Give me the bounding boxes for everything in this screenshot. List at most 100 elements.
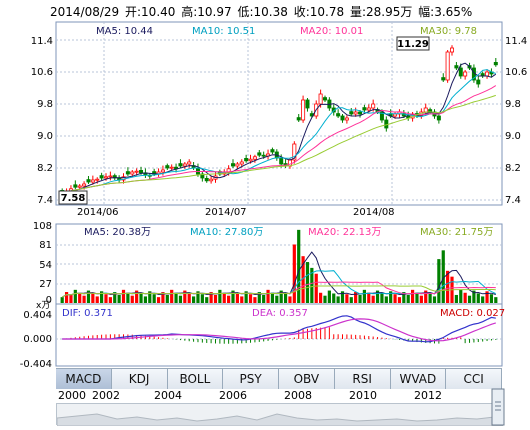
volume-bar — [476, 293, 480, 303]
candle-body — [384, 119, 389, 129]
volume-bar — [288, 296, 292, 303]
year-label: 2010 — [349, 389, 377, 402]
price-tick: 7.4 — [505, 195, 521, 206]
macd-bars — [62, 315, 497, 344]
volume-bar — [187, 293, 191, 303]
ma5-legend: MA5: 10.44 — [96, 26, 153, 37]
macd-y-ticks: 0.404 0.000 -0.404 — [20, 310, 52, 370]
volume-bar — [332, 293, 336, 303]
candle-body — [169, 166, 174, 169]
candle-body — [371, 103, 376, 109]
candle-body — [125, 171, 130, 175]
volume-bar — [78, 292, 82, 303]
candle-body — [178, 163, 183, 167]
macd-tick: 0.404 — [23, 310, 52, 321]
history-overview[interactable] — [56, 403, 503, 426]
volume-ma-line-30 — [61, 285, 496, 298]
tab-macd[interactable]: MACD — [56, 369, 112, 389]
candle-body — [86, 179, 91, 183]
quote-open: 开:10.40 — [125, 5, 176, 19]
volume-bar — [69, 294, 73, 303]
candle-body — [235, 163, 240, 167]
price-tick: 8.2 — [37, 163, 53, 174]
volume-bar — [161, 292, 165, 303]
volume-bar — [218, 289, 222, 303]
volume-bar — [148, 291, 152, 303]
dif-legend: DIF: 0.371 — [62, 308, 113, 319]
candle-body — [139, 169, 144, 174]
volume-bar — [397, 297, 402, 303]
candle-body — [231, 163, 236, 167]
candle-body — [187, 161, 192, 165]
volume-bar — [441, 250, 445, 303]
volume-bar — [380, 293, 384, 303]
volume-bar — [126, 292, 130, 303]
volume-y-ticks: 108 81 54 27 0 — [33, 221, 52, 306]
volume-bar — [384, 296, 388, 303]
volume-bar — [494, 297, 498, 303]
candle-body — [244, 157, 249, 162]
tab-wvad[interactable]: WVAD — [391, 369, 447, 389]
candle-body — [436, 115, 441, 121]
volume-bar — [156, 297, 161, 303]
volume-bar — [485, 291, 489, 303]
price-tick: 10.6 — [505, 67, 527, 78]
volume-bar — [354, 292, 358, 303]
candle-body — [257, 152, 262, 156]
volume-bar — [174, 292, 178, 303]
year-label: 2006 — [219, 389, 247, 402]
tab-rsi[interactable]: RSI — [335, 369, 391, 389]
ma20-legend: MA20: 10.01 — [300, 26, 363, 37]
price-tick: 9.0 — [37, 131, 53, 142]
volume-tick: 54 — [39, 260, 52, 271]
candle-body — [160, 169, 165, 173]
volume-bar — [437, 259, 441, 303]
volume-bar — [205, 297, 209, 303]
vol-ma30-legend: MA30: 21.75万 — [420, 227, 493, 238]
ma-line-10 — [62, 69, 496, 194]
candle-body — [252, 156, 257, 160]
volume-bar — [235, 293, 239, 303]
price-tick: 9.0 — [505, 131, 521, 142]
volume-bar — [323, 295, 327, 303]
max-label-box — [396, 36, 430, 51]
candle-body — [296, 117, 301, 121]
volume-bar — [345, 294, 349, 303]
price-y-ticks-left: 11.4 10.6 9.8 9.0 8.2 7.4 — [31, 36, 53, 206]
volume-bar — [231, 290, 235, 303]
volume-bar — [73, 289, 77, 303]
dea-legend: DEA: 0.357 — [252, 308, 308, 319]
volume-bars — [60, 229, 498, 303]
quote-header: 2014/08/29 开:10.40 高:10.97 低:10.38 收:10.… — [50, 3, 474, 20]
price-tick: 9.8 — [37, 99, 53, 110]
candle-body — [485, 71, 490, 77]
candle-body — [493, 62, 498, 66]
volume-bar — [340, 291, 345, 303]
volume-bar — [410, 289, 415, 303]
volume-bar — [489, 294, 494, 303]
tab-psy[interactable]: PSY — [223, 369, 279, 389]
year-label: 2008 — [284, 389, 312, 402]
volume-bar — [200, 294, 204, 303]
range-handle[interactable] — [491, 388, 505, 426]
volume-bar — [481, 296, 485, 303]
candle-body — [95, 178, 100, 181]
volume-bar — [117, 294, 121, 303]
vol-ma20-legend: MA20: 22.13万 — [308, 227, 381, 238]
volume-bar — [60, 297, 64, 303]
volume-bar — [121, 289, 126, 303]
candle-body — [134, 170, 139, 173]
candle-body — [362, 107, 367, 111]
candle-body — [463, 71, 468, 77]
tab-cci[interactable]: CCI — [446, 369, 502, 389]
quote-change: 幅:3.65% — [418, 5, 473, 19]
volume-bar — [472, 290, 476, 303]
tab-obv[interactable]: OBV — [279, 369, 335, 389]
ma30-legend: MA30: 9.78 — [420, 26, 477, 37]
volume-bar — [227, 295, 231, 303]
candle-body — [441, 77, 446, 81]
tab-boll[interactable]: BOLL — [168, 369, 224, 389]
grid-lines — [56, 22, 502, 340]
tab-kdj[interactable]: KDJ — [112, 369, 168, 389]
candle-body — [82, 183, 87, 187]
